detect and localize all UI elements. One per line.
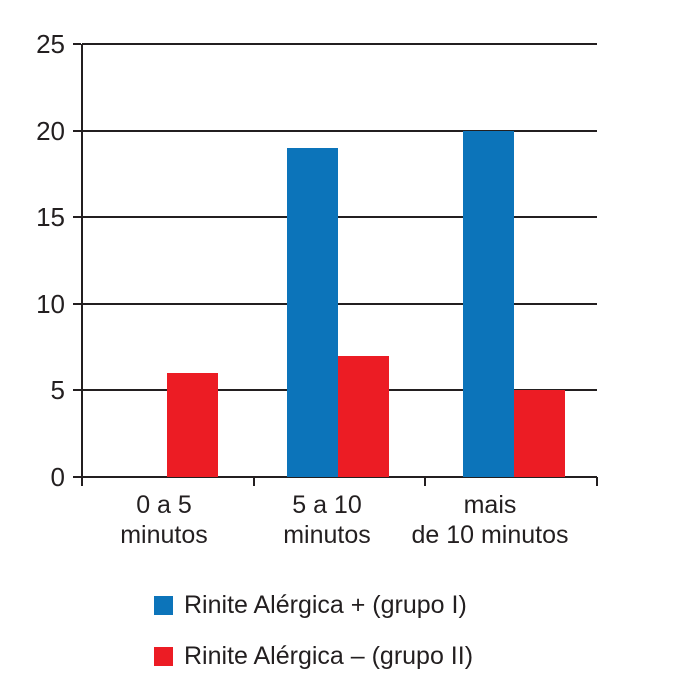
y-axis-tick-20	[73, 129, 81, 132]
x-axis-tick-1	[252, 477, 255, 486]
plot-area: 0 5 10 15 20 25 0 a 5 minutos 5 a 10 minutos mais d…	[36, 29, 600, 550]
bar-series2-cat2	[338, 355, 389, 477]
bar-series2-cat3	[513, 390, 565, 477]
legend-label-1: Rinite Alérgica + (grupo I)	[184, 591, 467, 619]
x-axis-label-1: 0 a 5 minutos	[54, 490, 274, 550]
y-axis-label-5: 5	[50, 375, 65, 406]
y-axis-tick-10	[73, 302, 81, 305]
y-axis-tick-15	[73, 216, 81, 219]
bar-series1-cat2	[287, 147, 338, 477]
y-axis-tick-0	[73, 476, 81, 478]
legend-label-2: Rinite Alérgica – (grupo II)	[184, 642, 474, 670]
x-axis-label-line: de 10 minutos	[411, 521, 569, 549]
gridline-10	[82, 302, 597, 305]
x-axis-label-3: mais de 10 minutos	[380, 490, 600, 550]
legend-swatch-2	[154, 647, 173, 666]
gridline-0	[82, 476, 597, 478]
x-axis-tick-3	[596, 477, 598, 486]
x-axis-label-2: 5 a 10 minutos	[217, 490, 437, 550]
gridline-20	[82, 129, 597, 132]
bar-series1-cat3	[462, 130, 514, 477]
x-axis-tick-0	[81, 477, 83, 486]
y-axis-label-20: 20	[36, 115, 65, 146]
x-axis-tick-2	[424, 477, 426, 486]
bar-series2-cat1	[166, 373, 218, 477]
y-axis-line	[81, 44, 83, 486]
legend-item-2: Rinite Alérgica – (grupo II)	[154, 644, 473, 669]
legend-swatch-1	[154, 596, 173, 615]
y-axis-label-15: 15	[36, 202, 65, 233]
y-axis-tick-25	[73, 43, 81, 45]
legend-item-1: Rinite Alérgica + (grupo I)	[154, 593, 473, 618]
x-axis-label-line: minutos	[120, 521, 208, 549]
y-axis-label-10: 10	[36, 288, 65, 319]
gridline-15	[82, 216, 597, 219]
gridline-25	[82, 43, 597, 45]
y-axis-label-25: 25	[36, 29, 65, 59]
x-axis-label-line: minutos	[283, 521, 371, 549]
y-axis-label-0: 0	[50, 462, 65, 492]
x-axis-label-line: 0 a 5	[136, 491, 192, 519]
y-axis-tick-5	[73, 389, 81, 392]
x-axis-label-line: mais	[463, 491, 517, 519]
x-axis-label-line: 5 a 10	[292, 491, 362, 519]
legend: Rinite Alérgica + (grupo I) Rinite Alérgi…	[154, 593, 473, 669]
